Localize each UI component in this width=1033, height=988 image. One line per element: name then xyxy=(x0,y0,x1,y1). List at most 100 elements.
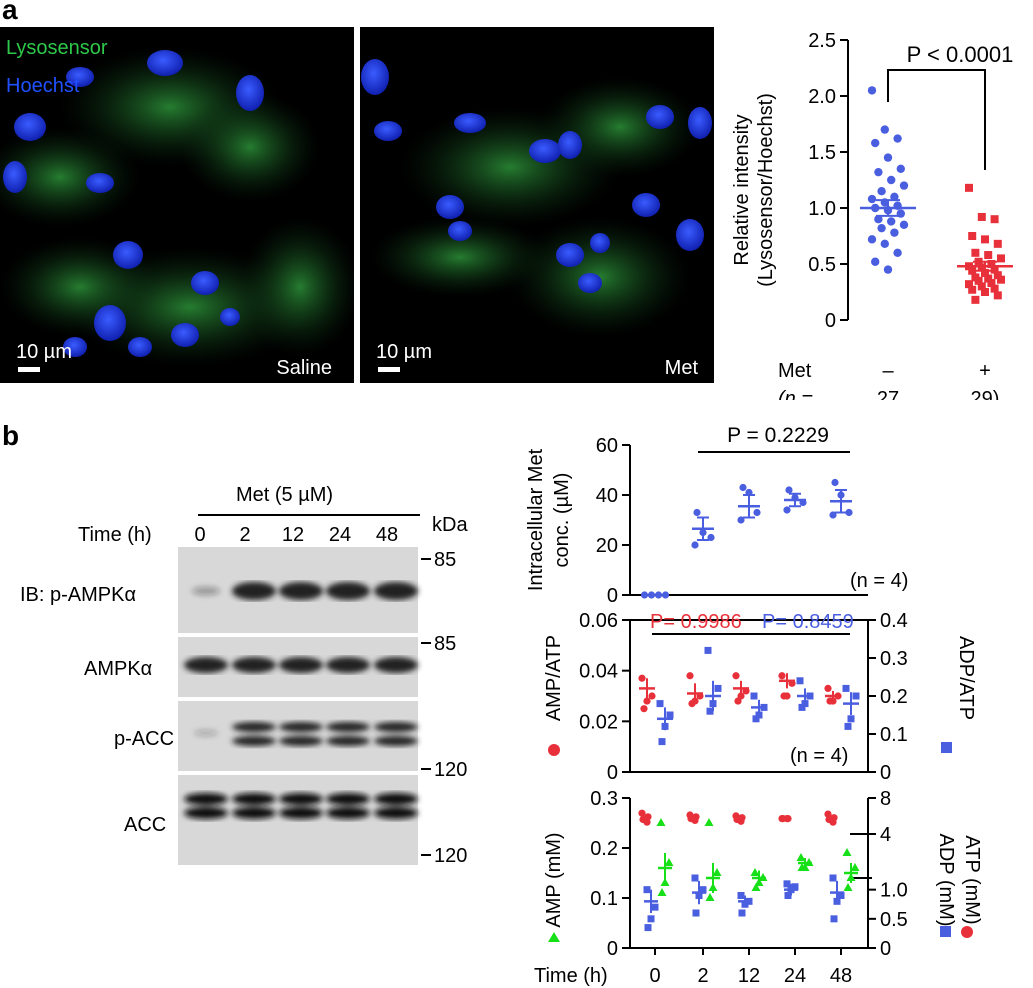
data-point xyxy=(887,175,896,185)
amp-adp-atp-ratio-plot: 0 0.02 0.04 0.06 0 0.1 0.2 0.3 0.4 xyxy=(579,610,908,784)
data-point xyxy=(880,239,889,249)
data-point xyxy=(977,282,986,291)
data-point xyxy=(997,275,1005,284)
y-tick-label-right: 0.3 xyxy=(880,648,908,670)
blot-row-ampk: AMPKα xyxy=(84,658,153,680)
y-tick-label-right: 0 xyxy=(880,762,891,784)
p-value-label: P < 0.0001 xyxy=(907,42,1014,67)
blot-row-p-ampk: IB: p-AMPKα xyxy=(20,584,137,606)
scatter-chart-lysosensor: 0 0.5 1.0 1.5 2.0 2.5 Relative intensity (Lys… xyxy=(731,30,1014,400)
data-point xyxy=(877,223,886,233)
data-point xyxy=(893,248,902,257)
y-axis-label-line2: (Lysosensor/Hoechst) xyxy=(755,93,777,287)
kda-marker: 120 xyxy=(434,845,467,865)
data-point xyxy=(798,703,806,711)
x-tick-label: 24 xyxy=(784,965,806,987)
scale-bar xyxy=(18,367,40,372)
amp-atp-label: AMP/ATP xyxy=(543,635,565,721)
met-ylabel-line1: Intracellular Met xyxy=(525,448,547,591)
blot-treatment-label: Met (5 µM) xyxy=(236,484,334,506)
panel-letter-a: a xyxy=(2,0,18,25)
y-tick-label: 1.0 xyxy=(808,198,836,220)
data-point xyxy=(640,591,649,599)
condition-label-saline: Saline xyxy=(276,357,332,379)
x-tick-label: 0 xyxy=(649,965,660,987)
y-tick-label-right: 1.0 xyxy=(880,880,908,902)
y-axis-label-line1: Relative intensity xyxy=(731,114,753,265)
adp-mm-label: ADP (mM) xyxy=(935,834,957,927)
data-point xyxy=(890,228,899,237)
x-tick-label: 12 xyxy=(738,965,760,987)
y-tick-label: 20 xyxy=(596,535,618,557)
data-point xyxy=(640,705,648,713)
intracellular-met-plot: 0 20 40 60 xyxy=(596,435,868,607)
data-point xyxy=(874,167,883,177)
y-tick-label: 0.3 xyxy=(590,788,618,810)
y-tick-label: 2.0 xyxy=(808,86,836,108)
data-point xyxy=(664,858,674,866)
data-point xyxy=(737,892,745,899)
data-point xyxy=(990,215,999,224)
data-point xyxy=(783,815,791,823)
p-value-amp: P= 0.9986 xyxy=(650,611,742,633)
data-point xyxy=(784,892,792,899)
data-point xyxy=(993,271,1002,280)
data-point xyxy=(780,692,788,700)
data-point xyxy=(830,915,838,923)
data-point xyxy=(977,212,986,221)
y-tick-label-right: 0.1 xyxy=(880,724,908,746)
data-point xyxy=(692,909,700,917)
y-tick-label-right: 0 xyxy=(880,938,891,960)
y-tick-label: 40 xyxy=(596,485,618,507)
y-tick-label-right: 4 xyxy=(880,824,891,846)
data-point xyxy=(712,868,722,876)
met-plus-label: + xyxy=(979,360,991,382)
time-24: 24 xyxy=(328,524,352,546)
kda-label: kDa xyxy=(432,514,468,536)
data-point xyxy=(829,818,837,826)
ratio-n-label: (n = 4) xyxy=(790,745,848,767)
data-point xyxy=(877,187,886,196)
data-point xyxy=(714,684,722,692)
data-point xyxy=(829,511,837,519)
atp-legend-marker xyxy=(961,926,973,938)
legend-lysosensor: Lysosensor xyxy=(6,37,108,59)
data-point xyxy=(968,266,977,275)
data-point xyxy=(965,280,973,289)
data-point xyxy=(750,868,760,876)
blot-row-acc: ACC xyxy=(124,814,167,836)
data-point xyxy=(974,276,983,285)
y-tick-label: 0 xyxy=(607,585,618,607)
data-point xyxy=(993,291,1002,300)
data-point xyxy=(981,288,989,296)
data-point xyxy=(658,738,666,746)
data-point xyxy=(850,863,860,871)
data-point xyxy=(867,86,877,95)
time-0: 0 xyxy=(194,524,206,546)
data-point xyxy=(984,251,993,260)
data-point xyxy=(783,880,791,888)
met-n-label: (n = 4) xyxy=(850,570,908,592)
data-point xyxy=(824,810,832,818)
micrograph-saline: Lysosensor Hoechst 10 µm Saline xyxy=(0,27,354,383)
condition-label-met: Met xyxy=(664,357,698,379)
data-point xyxy=(643,886,651,894)
data-point xyxy=(887,217,896,226)
scatter-plot-area: 0 0.5 1.0 1.5 2.0 2.5 xyxy=(808,30,1013,332)
amp-mm-label: AMP (mM) xyxy=(543,832,565,927)
data-point xyxy=(704,646,712,654)
data-point xyxy=(871,138,880,148)
data-point xyxy=(893,134,902,143)
time-label: Time (h) xyxy=(78,524,152,546)
data-point xyxy=(648,692,656,700)
p-value-adp: P= 0.8459 xyxy=(762,611,854,633)
n-minus: 27 xyxy=(877,388,899,400)
western-blot: 85 85 120 120 xyxy=(178,547,467,865)
data-point xyxy=(732,672,740,680)
data-point xyxy=(739,483,747,492)
n-plus: 29) xyxy=(971,388,1000,400)
micrograph-met: 10 µm Met xyxy=(360,27,714,383)
data-point xyxy=(686,672,694,680)
data-point xyxy=(752,715,760,723)
y-tick-label: 2.5 xyxy=(808,30,836,52)
